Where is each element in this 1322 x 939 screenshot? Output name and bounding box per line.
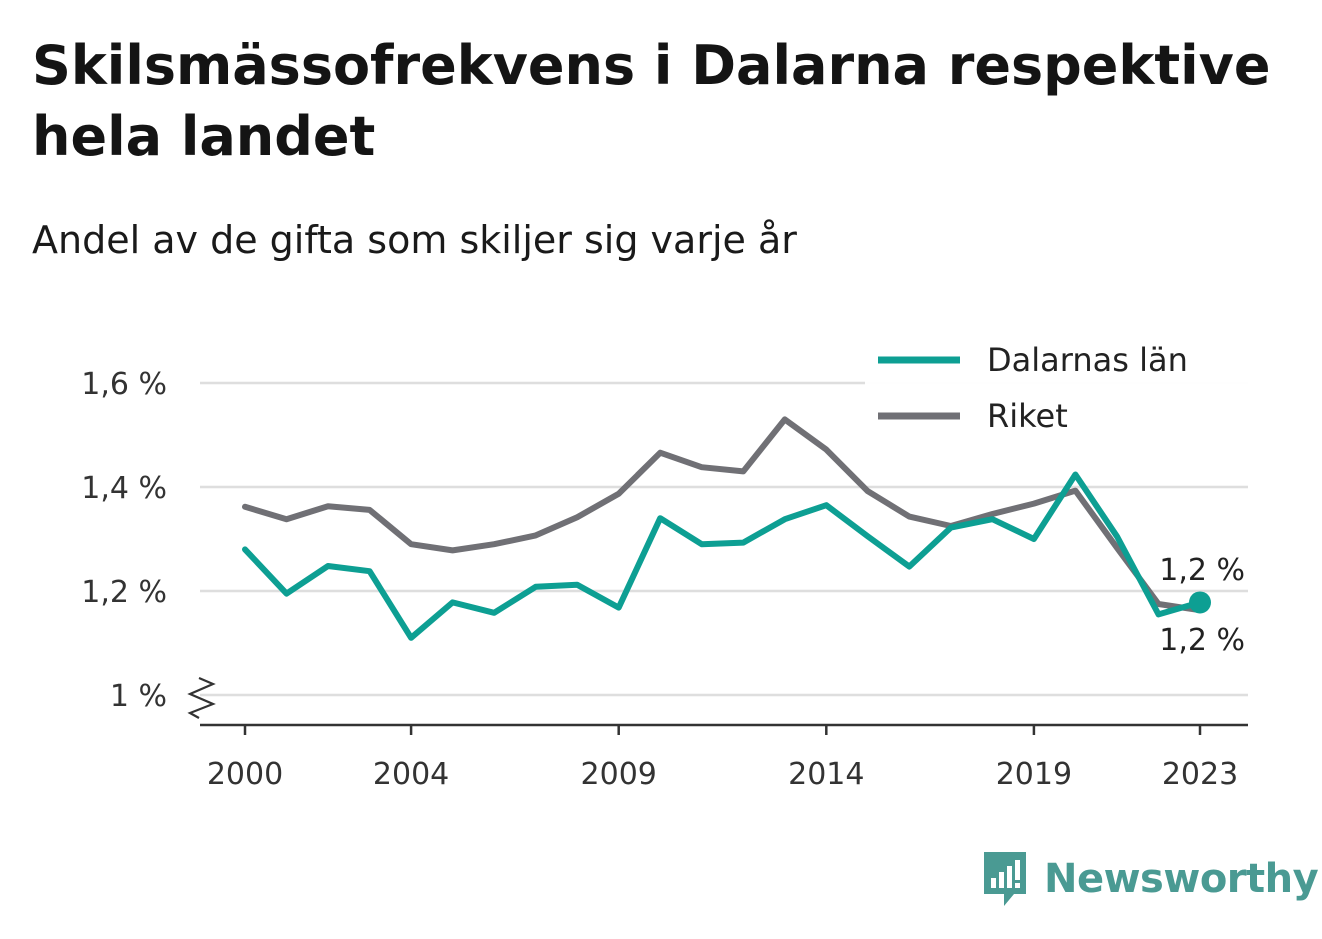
x-tick-label: 2023	[1162, 757, 1238, 792]
series-line	[242, 471, 1203, 641]
chart-subtitle: Andel av de gifta som skiljer sig varje …	[32, 218, 797, 262]
y-tick-label: 1 %	[110, 679, 167, 714]
x-tick-label: 2000	[207, 757, 283, 792]
y-tick-label: 1,6 %	[81, 367, 167, 402]
series-line	[242, 416, 1203, 614]
legend-label: Riket	[987, 397, 1068, 435]
x-axis: 2000 2004 2009 2014 2019 2023	[200, 723, 1248, 792]
series-lines	[242, 416, 1211, 641]
y-axis: 1 % 1,2 % 1,4 % 1,6 %	[81, 367, 216, 719]
y-tick-label: 1,2 %	[81, 575, 167, 610]
legend: Dalarnas län Riket	[865, 338, 1250, 442]
end-point-marker	[1189, 591, 1211, 614]
axis-break-icon	[187, 676, 216, 719]
end-labels: 1,2 % 1,2 %	[1159, 553, 1245, 658]
end-label-dalarnas: 1,2 %	[1159, 553, 1245, 588]
y-tick-label: 1,4 %	[81, 471, 167, 506]
legend-label: Dalarnas län	[987, 341, 1188, 379]
brand-name: Newsworthy	[1044, 856, 1319, 902]
newsworthy-logo-icon	[984, 852, 1026, 906]
x-tick-label: 2009	[581, 757, 657, 792]
x-tick-label: 2014	[788, 757, 864, 792]
brand-logo: Newsworthy	[980, 848, 1319, 910]
x-tick-label: 2019	[996, 757, 1072, 792]
chart-title: Skilsmässofrekvens i Dalarna respektive …	[32, 34, 1271, 168]
legend-background	[865, 338, 1250, 442]
x-tick-label: 2004	[373, 757, 449, 792]
end-label-riket: 1,2 %	[1159, 623, 1245, 658]
